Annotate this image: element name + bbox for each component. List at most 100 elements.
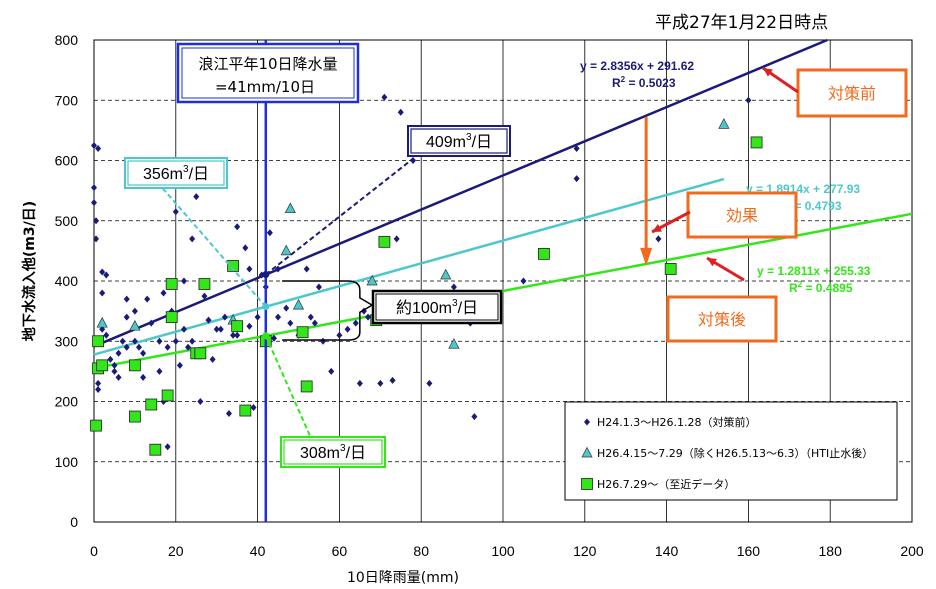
data-point-s1 [393, 235, 400, 243]
data-point-s1 [172, 337, 179, 345]
trendlines [93, 38, 913, 370]
trendline-1 [93, 38, 828, 348]
data-point-s1 [180, 277, 187, 285]
data-point-s3 [296, 326, 309, 339]
data-point-s1 [315, 283, 322, 291]
data-point-s1 [95, 379, 102, 387]
x-tick-label: 180 [819, 543, 843, 559]
data-point-s3 [194, 347, 207, 360]
data-point-s1 [573, 175, 580, 183]
x-tick-label: 120 [573, 543, 597, 559]
data-point-s1 [201, 292, 208, 300]
data-point-s3 [198, 278, 211, 290]
y-tick-label: 400 [55, 273, 79, 289]
data-point-s1 [189, 235, 196, 243]
trendline-2 [93, 177, 725, 356]
legend: H24.1.3～H26.1.28（対策前） H26.4.15～7.29（除くH26… [564, 401, 898, 501]
data-point-s3 [750, 136, 763, 149]
data-point-s1 [115, 373, 122, 381]
data-point-s1 [234, 331, 241, 339]
data-point-s3 [538, 247, 550, 260]
data-point-s3 [165, 278, 178, 290]
data-point-s3 [149, 443, 162, 456]
y-tick-label: 800 [55, 32, 79, 48]
x-tick-label: 0 [90, 543, 98, 559]
trend-equation-1: y = 2.8356x + 291.62 [580, 59, 694, 73]
data-point-s1 [119, 337, 126, 345]
data-point-s1 [205, 316, 212, 324]
data-point-s1 [144, 295, 151, 303]
data-point-s3 [239, 404, 252, 417]
axes: 0 100 200 300 400 500 600 700 800 0 20 40 60 80 100 120… [21, 32, 924, 586]
intersection-marker [262, 271, 270, 279]
data-point-s1 [189, 337, 196, 345]
data-point-s1 [311, 319, 318, 327]
data-point-s1 [397, 108, 404, 116]
data-point-s1 [230, 331, 237, 339]
data-point-s1 [95, 385, 102, 393]
data-point-s1 [91, 199, 97, 207]
label-308-box [280, 436, 386, 468]
data-point-s1 [389, 376, 396, 384]
data-point-s1 [103, 331, 110, 339]
leader-356 [158, 183, 267, 308]
data-point-s1 [91, 141, 97, 149]
leader-409 [265, 157, 414, 276]
label-308-text: 308m3/日 [300, 443, 366, 462]
y-tick-label: 0 [70, 514, 78, 530]
data-point-s2 [440, 268, 452, 280]
effect-arrowhead [640, 247, 653, 266]
data-point-s1 [164, 343, 171, 351]
intersection-marker [262, 303, 270, 311]
data-point-s2 [96, 316, 108, 328]
y-axis-label: 地下水流入他(m3/日) [21, 201, 38, 341]
data-point-s3 [664, 263, 677, 275]
data-point-s1 [225, 410, 232, 418]
plot-frame [93, 39, 913, 523]
data-point-s1 [135, 343, 142, 351]
data-point-s1 [377, 379, 384, 387]
label-356-text: 356m3/日 [143, 164, 209, 183]
before-callout-box [796, 68, 908, 118]
data-point-s3 [96, 359, 109, 372]
data-point-s2 [284, 202, 296, 214]
data-point-s1 [365, 313, 372, 321]
data-point-s1 [520, 277, 527, 285]
data-point-s3 [165, 311, 178, 324]
diff-box-inner [375, 293, 499, 321]
data-point-s1 [221, 313, 228, 321]
trendline-3 [93, 212, 913, 370]
trend-r2-3: R2 = 0.4895 [789, 280, 853, 295]
data-point-s1 [99, 268, 106, 276]
data-point-s3 [90, 419, 102, 432]
data-point-s1 [123, 295, 130, 303]
data-point-s3 [231, 320, 244, 333]
y-tick-label: 300 [55, 333, 79, 349]
data-point-s1 [172, 208, 179, 216]
data-point-s1 [123, 313, 130, 321]
vline-label-box-inner [181, 47, 355, 99]
data-point-s1 [111, 367, 118, 375]
x-tick-label: 160 [737, 543, 761, 559]
data-point-s1 [140, 349, 147, 357]
label-409-box-inner [410, 128, 508, 154]
data-point-s1 [356, 379, 363, 387]
data-point-s3 [128, 359, 141, 372]
diff-label: 約100m3/日 [396, 298, 478, 317]
data-point-s1 [209, 355, 216, 363]
legend-label-1: H24.1.3～H26.1.28（対策前） [597, 415, 757, 429]
vline-label-line2: =41mm/10日 [215, 78, 315, 96]
x-tick-label: 200 [900, 543, 924, 559]
y-tick-label: 200 [55, 394, 79, 410]
data-point-s1 [95, 144, 102, 152]
data-point-s1 [176, 361, 183, 369]
trend-r2-1: R2 = 0.5023 [612, 75, 676, 90]
vline-label-line1: 浪江平年10日降水量 [198, 55, 337, 73]
label-356-box [124, 157, 228, 189]
effect-callout-label: 効果 [726, 206, 758, 225]
x-axis-label: 10日降雨量(mm) [347, 570, 459, 586]
data-point-s1 [140, 373, 147, 381]
data-point-s1 [180, 325, 187, 333]
before-pointer-head [763, 68, 773, 77]
data-point-s1 [303, 265, 310, 273]
